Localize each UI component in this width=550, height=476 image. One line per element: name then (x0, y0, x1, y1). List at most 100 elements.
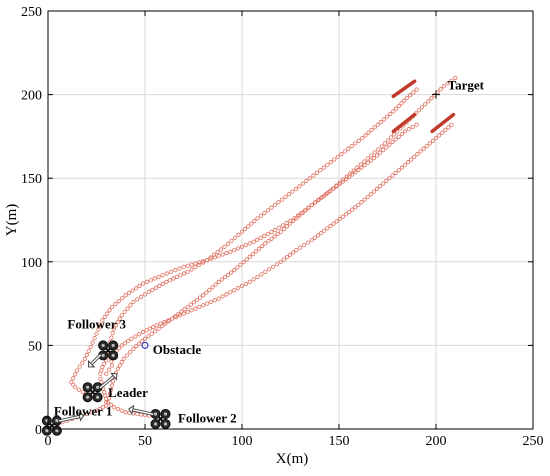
trajectory-point (430, 138, 435, 143)
trajectory-point (371, 156, 377, 161)
trajectory-point (193, 265, 198, 270)
trajectory-point (109, 383, 115, 388)
trajectory-point (421, 146, 426, 151)
trajectory-point (378, 184, 383, 189)
trajectory-point (253, 249, 259, 254)
quadrotor-hub (101, 353, 105, 358)
trajectory-point (334, 183, 339, 188)
trajectory-point (107, 308, 112, 313)
trajectory-point (396, 103, 401, 109)
trajectory-point (276, 200, 281, 205)
trajectory-point (197, 262, 202, 267)
trajectory-point (247, 241, 252, 246)
trajectory-point (388, 135, 394, 140)
trajectory-point (173, 268, 178, 273)
trajectory-point (374, 186, 380, 192)
trajectory-point (433, 135, 439, 141)
trajectory-point (379, 144, 384, 149)
trajectory-point (335, 154, 340, 159)
trajectory-point (115, 366, 120, 371)
x-tick-label: 0 (45, 434, 52, 449)
trajectory-point (188, 302, 193, 307)
trajectory-point (290, 189, 295, 194)
trajectory-point (327, 189, 332, 194)
trajectory-point (204, 258, 210, 263)
trajectory-point (247, 279, 252, 284)
trajectory-point (262, 233, 267, 238)
trajectory-point (376, 147, 381, 152)
trajectory-point (167, 278, 172, 283)
trajectory-point (293, 186, 299, 192)
trajectory-point (321, 165, 326, 170)
trajectory-point (365, 160, 370, 165)
trajectory-point (174, 274, 180, 279)
trajectory-point (375, 122, 380, 127)
trajectory-point (133, 334, 138, 339)
trajectory-point (150, 287, 155, 292)
trajectory-point (123, 410, 128, 415)
trajectory-point (396, 168, 401, 173)
trajectory-point (334, 219, 339, 224)
trajectory-point (339, 152, 344, 157)
trajectory-point (446, 125, 451, 130)
trajectory-point (76, 387, 82, 392)
trajectory-point (120, 296, 125, 301)
trajectory-point (265, 208, 271, 213)
annotation-label: Follower 1 (54, 404, 113, 419)
trajectory-point (115, 319, 120, 325)
quadrotor-hub (111, 343, 115, 348)
x-tick-label: 100 (232, 434, 253, 449)
trajectory-point (216, 253, 221, 259)
quadrotor-hub (86, 385, 90, 389)
trajectory-point (353, 205, 358, 210)
trajectory-point (359, 200, 364, 205)
trajectory-point (98, 371, 103, 376)
y-axis-label: Y(m) (4, 204, 20, 237)
trajectory-point (362, 163, 367, 168)
trajectory-point (272, 234, 277, 239)
trajectory-point (164, 271, 169, 276)
trajectory-point (213, 282, 218, 287)
trajectory-point (278, 259, 283, 264)
trajectory-point (232, 288, 237, 293)
trajectory-point (109, 304, 115, 310)
trajectory-point (267, 267, 272, 272)
trajectory-point (315, 198, 321, 203)
trajectory-point (443, 127, 448, 133)
trajectory-point (86, 348, 91, 354)
trajectory-point (208, 299, 214, 305)
trajectory-point (201, 303, 206, 308)
trajectory-point (73, 385, 78, 390)
trajectory-point (391, 132, 397, 137)
trajectory-point (106, 400, 111, 405)
trajectory-point (189, 308, 194, 313)
trajectory-point (369, 153, 374, 158)
trajectory-point (399, 165, 404, 170)
trajectory-point (320, 194, 325, 200)
trajectory-point (164, 279, 169, 284)
trajectory-point (278, 229, 283, 234)
trajectory-point (140, 281, 146, 286)
trajectory-point (312, 235, 318, 240)
trajectory-point (318, 168, 323, 173)
trajectory-point (160, 273, 165, 278)
annotation-label: Target (448, 78, 485, 93)
trajectory-point (97, 406, 102, 412)
trajectory-point (362, 159, 367, 164)
trajectory-point (429, 96, 434, 101)
trajectory-point (399, 101, 404, 106)
trajectory-point (84, 352, 89, 357)
trajectory-point (362, 197, 367, 202)
trajectory-point (337, 180, 342, 185)
trajectory-point (258, 235, 263, 240)
trajectory-point (284, 255, 290, 260)
trajectory-point (366, 130, 371, 135)
trajectory-point (356, 138, 361, 143)
x-tick-label: 200 (426, 434, 447, 449)
trajectory-point (387, 176, 392, 181)
trajectory-point (438, 87, 443, 92)
trajectory-point (255, 274, 260, 279)
trajectory-point (216, 296, 221, 301)
trajectory-point (177, 266, 182, 271)
trajectory-point (80, 360, 85, 365)
